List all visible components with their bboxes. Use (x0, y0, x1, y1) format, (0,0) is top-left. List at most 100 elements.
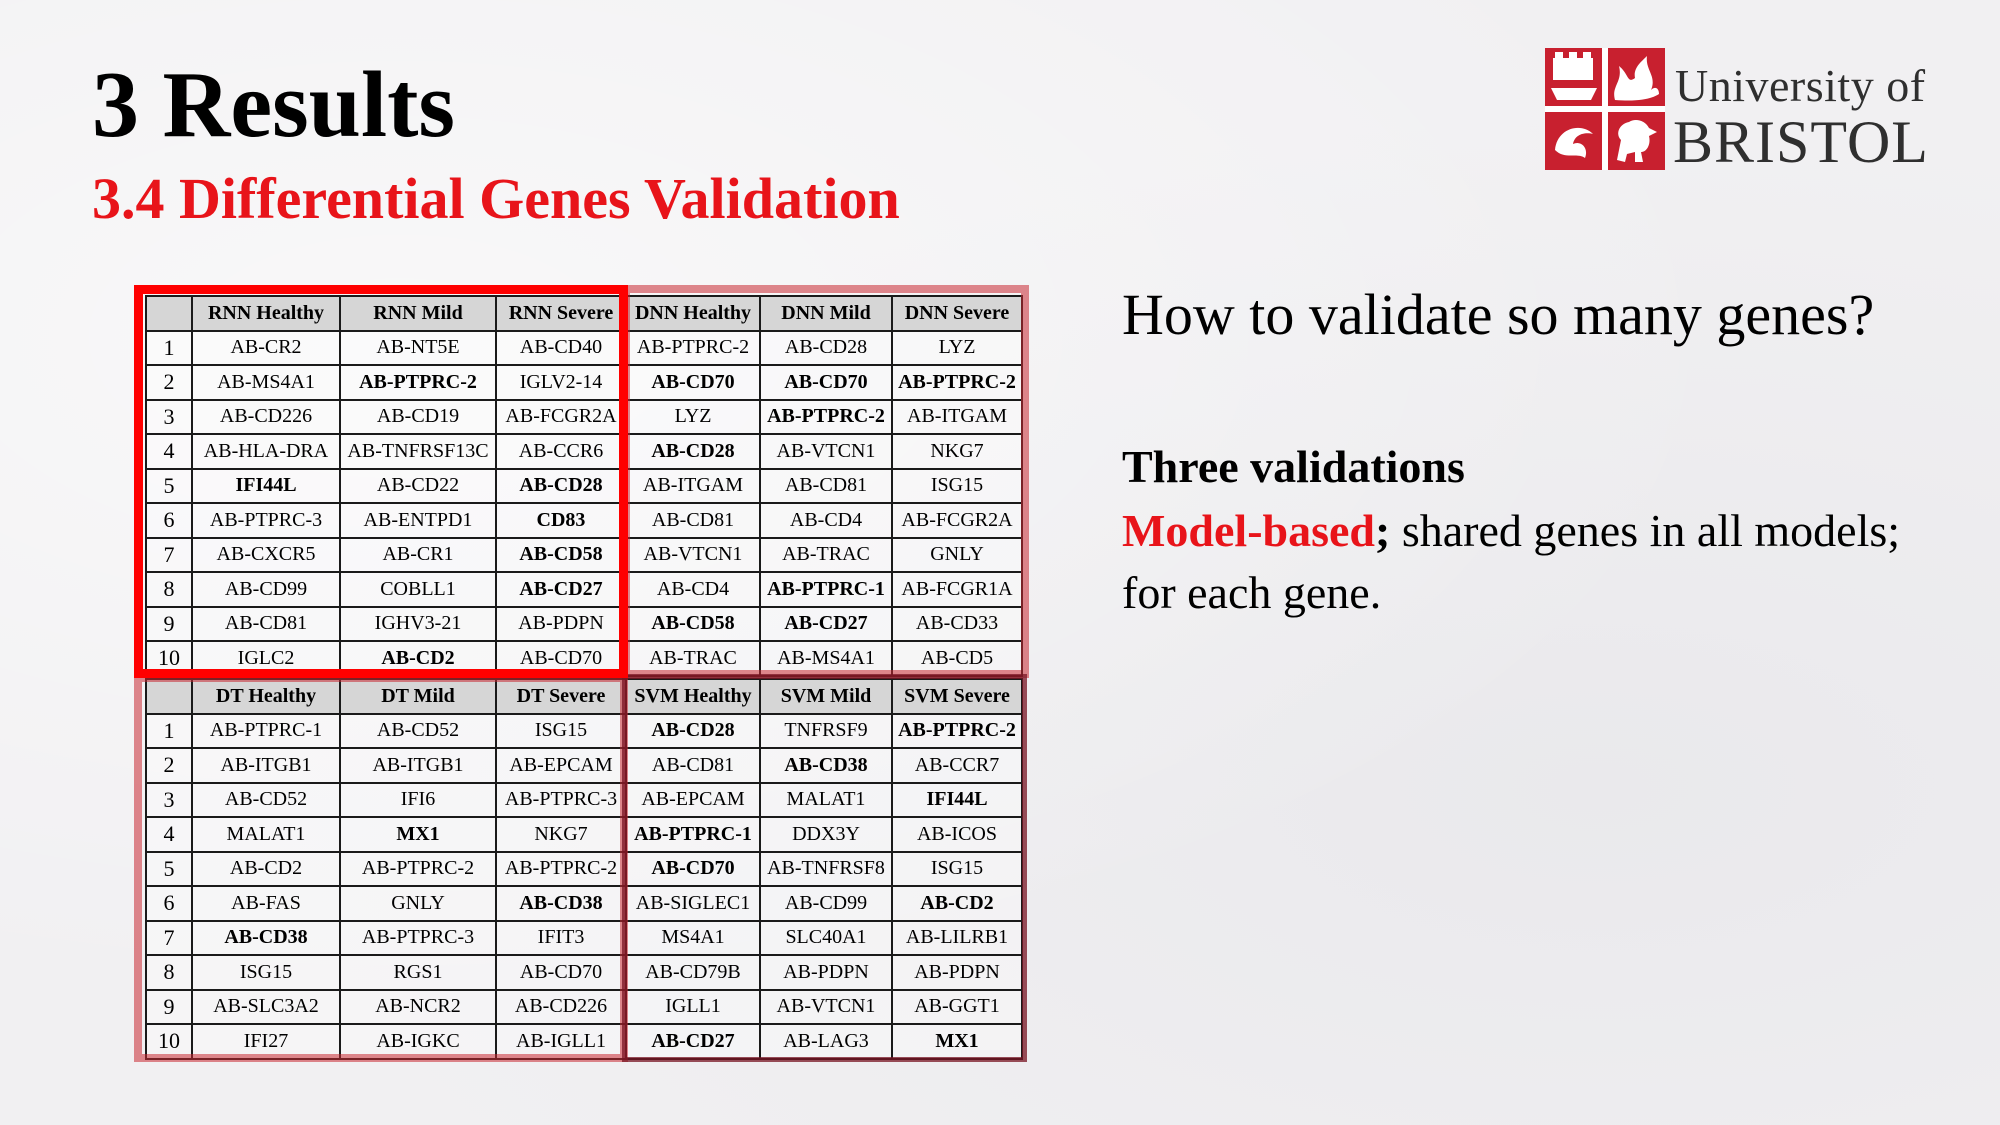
gene-cell: AB-CD33 (891, 605, 1023, 642)
gene-cell: AB-CD19 (339, 398, 497, 435)
row-index-cell: 6 (145, 502, 193, 539)
gene-cell: AB-PTPRC-2 (891, 712, 1023, 749)
column-header: SVM Healthy (625, 678, 761, 715)
gene-cell: ISG15 (891, 467, 1023, 504)
table-row: 4 AB-HLA-DRA AB-TNFRSF13C AB-CCR6 AB-CD28 AB-… (145, 433, 1023, 470)
gene-cell: AB-CD70 (759, 364, 893, 401)
gene-cell: AB-CR1 (339, 536, 497, 573)
column-header: RNN Healthy (191, 295, 341, 332)
gene-cell: RGS1 (339, 954, 497, 991)
gene-cell: ISG15 (495, 712, 627, 749)
gene-cell: AB-CD38 (759, 747, 893, 784)
gene-cell: LYZ (891, 329, 1023, 366)
gene-cell: AB-NT5E (339, 329, 497, 366)
row-index-cell: 7 (145, 536, 193, 573)
row-index-cell: 8 (145, 571, 193, 608)
gene-cell: SLC40A1 (759, 919, 893, 956)
gene-cell: AB-ITGB1 (339, 747, 497, 784)
gene-cell: IGLL1 (625, 988, 761, 1025)
gene-cell: ISG15 (891, 850, 1023, 887)
gene-cell: GNLY (891, 536, 1023, 573)
gene-cell: AB-CD99 (191, 571, 341, 608)
column-header: DT Mild (339, 678, 497, 715)
table-row: 7 AB-CXCR5 AB-CR1 AB-CD58 AB-VTCN1 AB-TRAC GNL… (145, 536, 1023, 573)
gene-cell: IGLC2 (191, 640, 341, 677)
gene-cell: AB-CCR6 (495, 433, 627, 470)
gene-cell: AB-PTPRC-1 (759, 571, 893, 608)
gene-cell: AB-CD70 (495, 640, 627, 677)
column-header: DNN Severe (891, 295, 1023, 332)
gene-cell: AB-TRAC (625, 640, 761, 677)
table-row: 8 AB-CD99 COBLL1 AB-CD27 AB-CD4 AB-PTPRC-1 AB-… (145, 571, 1023, 608)
gene-cell: TNFRSF9 (759, 712, 893, 749)
gene-cell: AB-ITGAM (625, 467, 761, 504)
gene-cell: AB-CD38 (495, 885, 627, 922)
gene-cell: AB-LILRB1 (891, 919, 1023, 956)
table-row: 10 IGLC2 AB-CD2 AB-CD70 AB-TRAC AB-MS4A1 AB-CD… (145, 640, 1023, 677)
gene-cell: AB-CD27 (759, 605, 893, 642)
gene-cell: AB-CD22 (339, 467, 497, 504)
gene-cell: AB-PTPRC-2 (339, 850, 497, 887)
gene-cell: AB-CD58 (625, 605, 761, 642)
gene-cell: AB-CD70 (495, 954, 627, 991)
table-row: 2 AB-MS4A1 AB-PTPRC-2 IGLV2-14 AB-CD70 AB-CD7… (145, 364, 1023, 401)
row-index-cell: 2 (145, 747, 193, 784)
table-row: 6 AB-PTPRC-3 AB-ENTPD1 CD83 AB-CD81 AB-CD4 AB-… (145, 502, 1023, 539)
table-row: 8 ISG15 RGS1 AB-CD70 AB-CD79B AB-PDPN AB-PDPN (145, 954, 1023, 991)
gene-cell: AB-SLC3A2 (191, 988, 341, 1025)
row-index-cell: 2 (145, 364, 193, 401)
gene-cell: AB-PDPN (759, 954, 893, 991)
column-header: DT Healthy (191, 678, 341, 715)
gene-cell: AB-ITGAM (891, 398, 1023, 435)
gene-cell: AB-CD28 (759, 329, 893, 366)
gene-cell: AB-MS4A1 (191, 364, 341, 401)
table-row: 3 AB-CD226 AB-CD19 AB-FCGR2A LYZ AB-PTPRC-2 AB… (145, 398, 1023, 435)
gene-cell: AB-CD4 (759, 502, 893, 539)
gene-cell: AB-PTPRC-2 (891, 364, 1023, 401)
gene-cell: MALAT1 (191, 816, 341, 853)
gene-cell: AB-TNFRSF13C (339, 433, 497, 470)
gene-cell: AB-CD28 (625, 712, 761, 749)
gene-cell: AB-CD2 (191, 850, 341, 887)
gene-cell: AB-VTCN1 (625, 536, 761, 573)
gene-cell: AB-PTPRC-2 (625, 329, 761, 366)
table-row: 5 IFI44L AB-CD22 AB-CD28 AB-ITGAM AB-CD81 ISG1… (145, 467, 1023, 504)
gene-cell: AB-CD40 (495, 329, 627, 366)
gene-cell: ISG15 (191, 954, 341, 991)
gene-cell: IFI44L (891, 781, 1023, 818)
table-row: 5 AB-CD2 AB-PTPRC-2 AB-PTPRC-2 AB-CD70 AB-TNF… (145, 850, 1023, 887)
gene-cell: AB-MS4A1 (759, 640, 893, 677)
gene-cell: AB-FCGR1A (891, 571, 1023, 608)
gene-cell: AB-CD2 (891, 885, 1023, 922)
column-header: RNN Mild (339, 295, 497, 332)
gene-cell: IFIT3 (495, 919, 627, 956)
gene-cell: AB-CD99 (759, 885, 893, 922)
gene-cell: AB-CD79B (625, 954, 761, 991)
gene-cell: AB-CD81 (625, 502, 761, 539)
validation-body-text: shared genes in all models; for each gen… (1122, 505, 1901, 618)
gene-cell: IFI6 (339, 781, 497, 818)
model-based-label: Model-based (1122, 505, 1375, 556)
gene-cell: AB-FCGR2A (891, 502, 1023, 539)
row-index-cell: 7 (145, 919, 193, 956)
crest-icon (1545, 48, 1665, 170)
gene-cell: NKG7 (495, 816, 627, 853)
gene-cell: AB-CD58 (495, 536, 627, 573)
slide-title: 3 Results (92, 53, 455, 157)
row-index-cell: 4 (145, 433, 193, 470)
table-row: 9 AB-SLC3A2 AB-NCR2 AB-CD226 IGLL1 AB-VTCN1 AB… (145, 988, 1023, 1025)
gene-cell: AB-HLA-DRA (191, 433, 341, 470)
gene-cell: AB-ITGB1 (191, 747, 341, 784)
row-index-cell: 1 (145, 712, 193, 749)
gene-cell: AB-CCR7 (891, 747, 1023, 784)
validation-question: How to validate so many genes? (1122, 282, 1875, 347)
gene-cell: AB-PTPRC-2 (339, 364, 497, 401)
gene-cell: AB-IGKC (339, 1023, 497, 1060)
gene-cell: AB-TRAC (759, 536, 893, 573)
table-row: 6 AB-FAS GNLY AB-CD38 AB-SIGLEC1 AB-CD99 AB-CD… (145, 885, 1023, 922)
row-index-cell: 10 (145, 1023, 193, 1060)
gene-cell: AB-CD38 (191, 919, 341, 956)
table-row: 1 AB-PTPRC-1 AB-CD52 ISG15 AB-CD28 TNFRSF9 AB-… (145, 712, 1023, 749)
gene-cell: LYZ (625, 398, 761, 435)
gene-cell: AB-PDPN (495, 605, 627, 642)
